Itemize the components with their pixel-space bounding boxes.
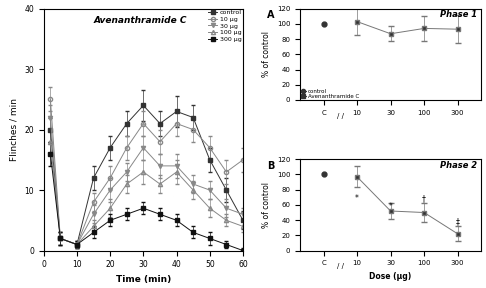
Text: / /: / /: [337, 263, 344, 269]
X-axis label: Time (min): Time (min): [116, 275, 171, 284]
Text: A: A: [267, 10, 275, 20]
Text: Avenanthramide C: Avenanthramide C: [93, 16, 187, 25]
Text: *: *: [355, 194, 359, 203]
Legend: control, Avenanthramide C: control, Avenanthramide C: [300, 88, 359, 99]
Text: Phase 2: Phase 2: [440, 161, 478, 170]
Text: †: †: [422, 194, 426, 203]
Text: *: *: [389, 202, 393, 211]
Y-axis label: % of control: % of control: [262, 31, 271, 77]
Text: / /: / /: [337, 113, 344, 119]
Text: ‡: ‡: [456, 217, 460, 226]
Y-axis label: Flinches / min: Flinches / min: [10, 98, 19, 161]
Text: Phase 1: Phase 1: [440, 10, 478, 20]
Text: B: B: [267, 161, 275, 171]
Legend: control, 10 μg, 30 μg, 100 μg, 300 μg: control, 10 μg, 30 μg, 100 μg, 300 μg: [208, 10, 242, 42]
X-axis label: Dose (μg): Dose (μg): [369, 272, 412, 281]
Y-axis label: % of control: % of control: [262, 182, 271, 228]
